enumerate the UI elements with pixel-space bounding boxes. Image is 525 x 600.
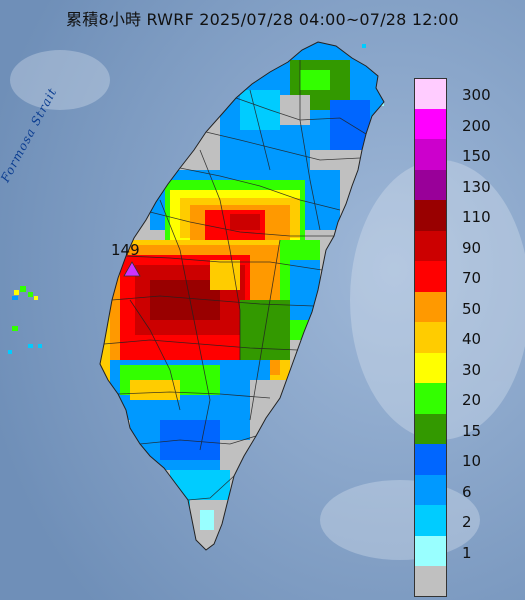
legend-label: 10 — [462, 452, 482, 470]
legend-swatch — [414, 78, 447, 109]
max-rainfall-marker-icon — [123, 261, 141, 277]
legend-label: 90 — [462, 238, 482, 257]
legend-label: 40 — [462, 330, 482, 348]
legend-swatch — [414, 200, 447, 231]
legend-label: 1 — [462, 543, 472, 562]
legend-swatch — [414, 169, 447, 200]
legend-label: 15 — [462, 421, 482, 440]
legend-swatch — [414, 322, 447, 353]
legend-row: 30 — [412, 352, 522, 383]
legend-row: 40 — [412, 322, 522, 353]
legend-row: 300 — [412, 78, 522, 109]
legend-swatch — [414, 444, 447, 475]
legend-row: 200 — [412, 108, 522, 139]
rainfall-legend: 300 200 150 130 110 90 70 50 40 30 20 15 10 6 2 1 — [412, 78, 522, 597]
legend-swatch — [414, 230, 447, 261]
legend-label: 70 — [462, 269, 482, 287]
legend-label: 150 — [462, 147, 491, 165]
legend-swatch — [414, 383, 447, 414]
legend-row: 50 — [412, 291, 522, 322]
legend-row: 2 — [412, 505, 522, 536]
legend-label: 110 — [462, 208, 491, 226]
legend-label: 300 — [462, 86, 491, 104]
legend-swatch — [414, 139, 447, 170]
legend-label: 200 — [462, 116, 491, 135]
map-title: 累積8小時 RWRF 2025/07/28 04:00~07/28 12:00 — [66, 10, 459, 29]
legend-row: 1 — [412, 535, 522, 566]
legend-label: 6 — [462, 482, 472, 501]
legend-swatch — [414, 352, 447, 383]
legend-row: 110 — [412, 200, 522, 231]
legend-row: 150 — [412, 139, 522, 170]
legend-row: 90 — [412, 230, 522, 261]
legend-row: 15 — [412, 413, 522, 444]
legend-label: 20 — [462, 391, 482, 409]
legend-row: 6 — [412, 474, 522, 505]
admin-boundaries — [103, 60, 367, 501]
max-value-label: 149 — [111, 241, 140, 259]
legend-label: 130 — [462, 177, 491, 196]
legend-swatch — [414, 505, 447, 536]
taiwan-land — [100, 42, 384, 550]
legend-label: 30 — [462, 360, 482, 379]
legend-row — [412, 566, 522, 597]
legend-swatch — [414, 261, 447, 292]
legend-swatch — [414, 474, 447, 505]
legend-swatch — [414, 413, 447, 444]
legend-row: 10 — [412, 444, 522, 475]
legend-row: 70 — [412, 261, 522, 292]
legend-label: 2 — [462, 513, 472, 531]
legend-row: 20 — [412, 383, 522, 414]
legend-swatch — [414, 291, 447, 322]
legend-swatch — [414, 566, 447, 597]
legend-label: 50 — [462, 299, 482, 318]
legend-swatch — [414, 535, 447, 566]
legend-swatch — [414, 108, 447, 139]
legend-row: 130 — [412, 169, 522, 200]
